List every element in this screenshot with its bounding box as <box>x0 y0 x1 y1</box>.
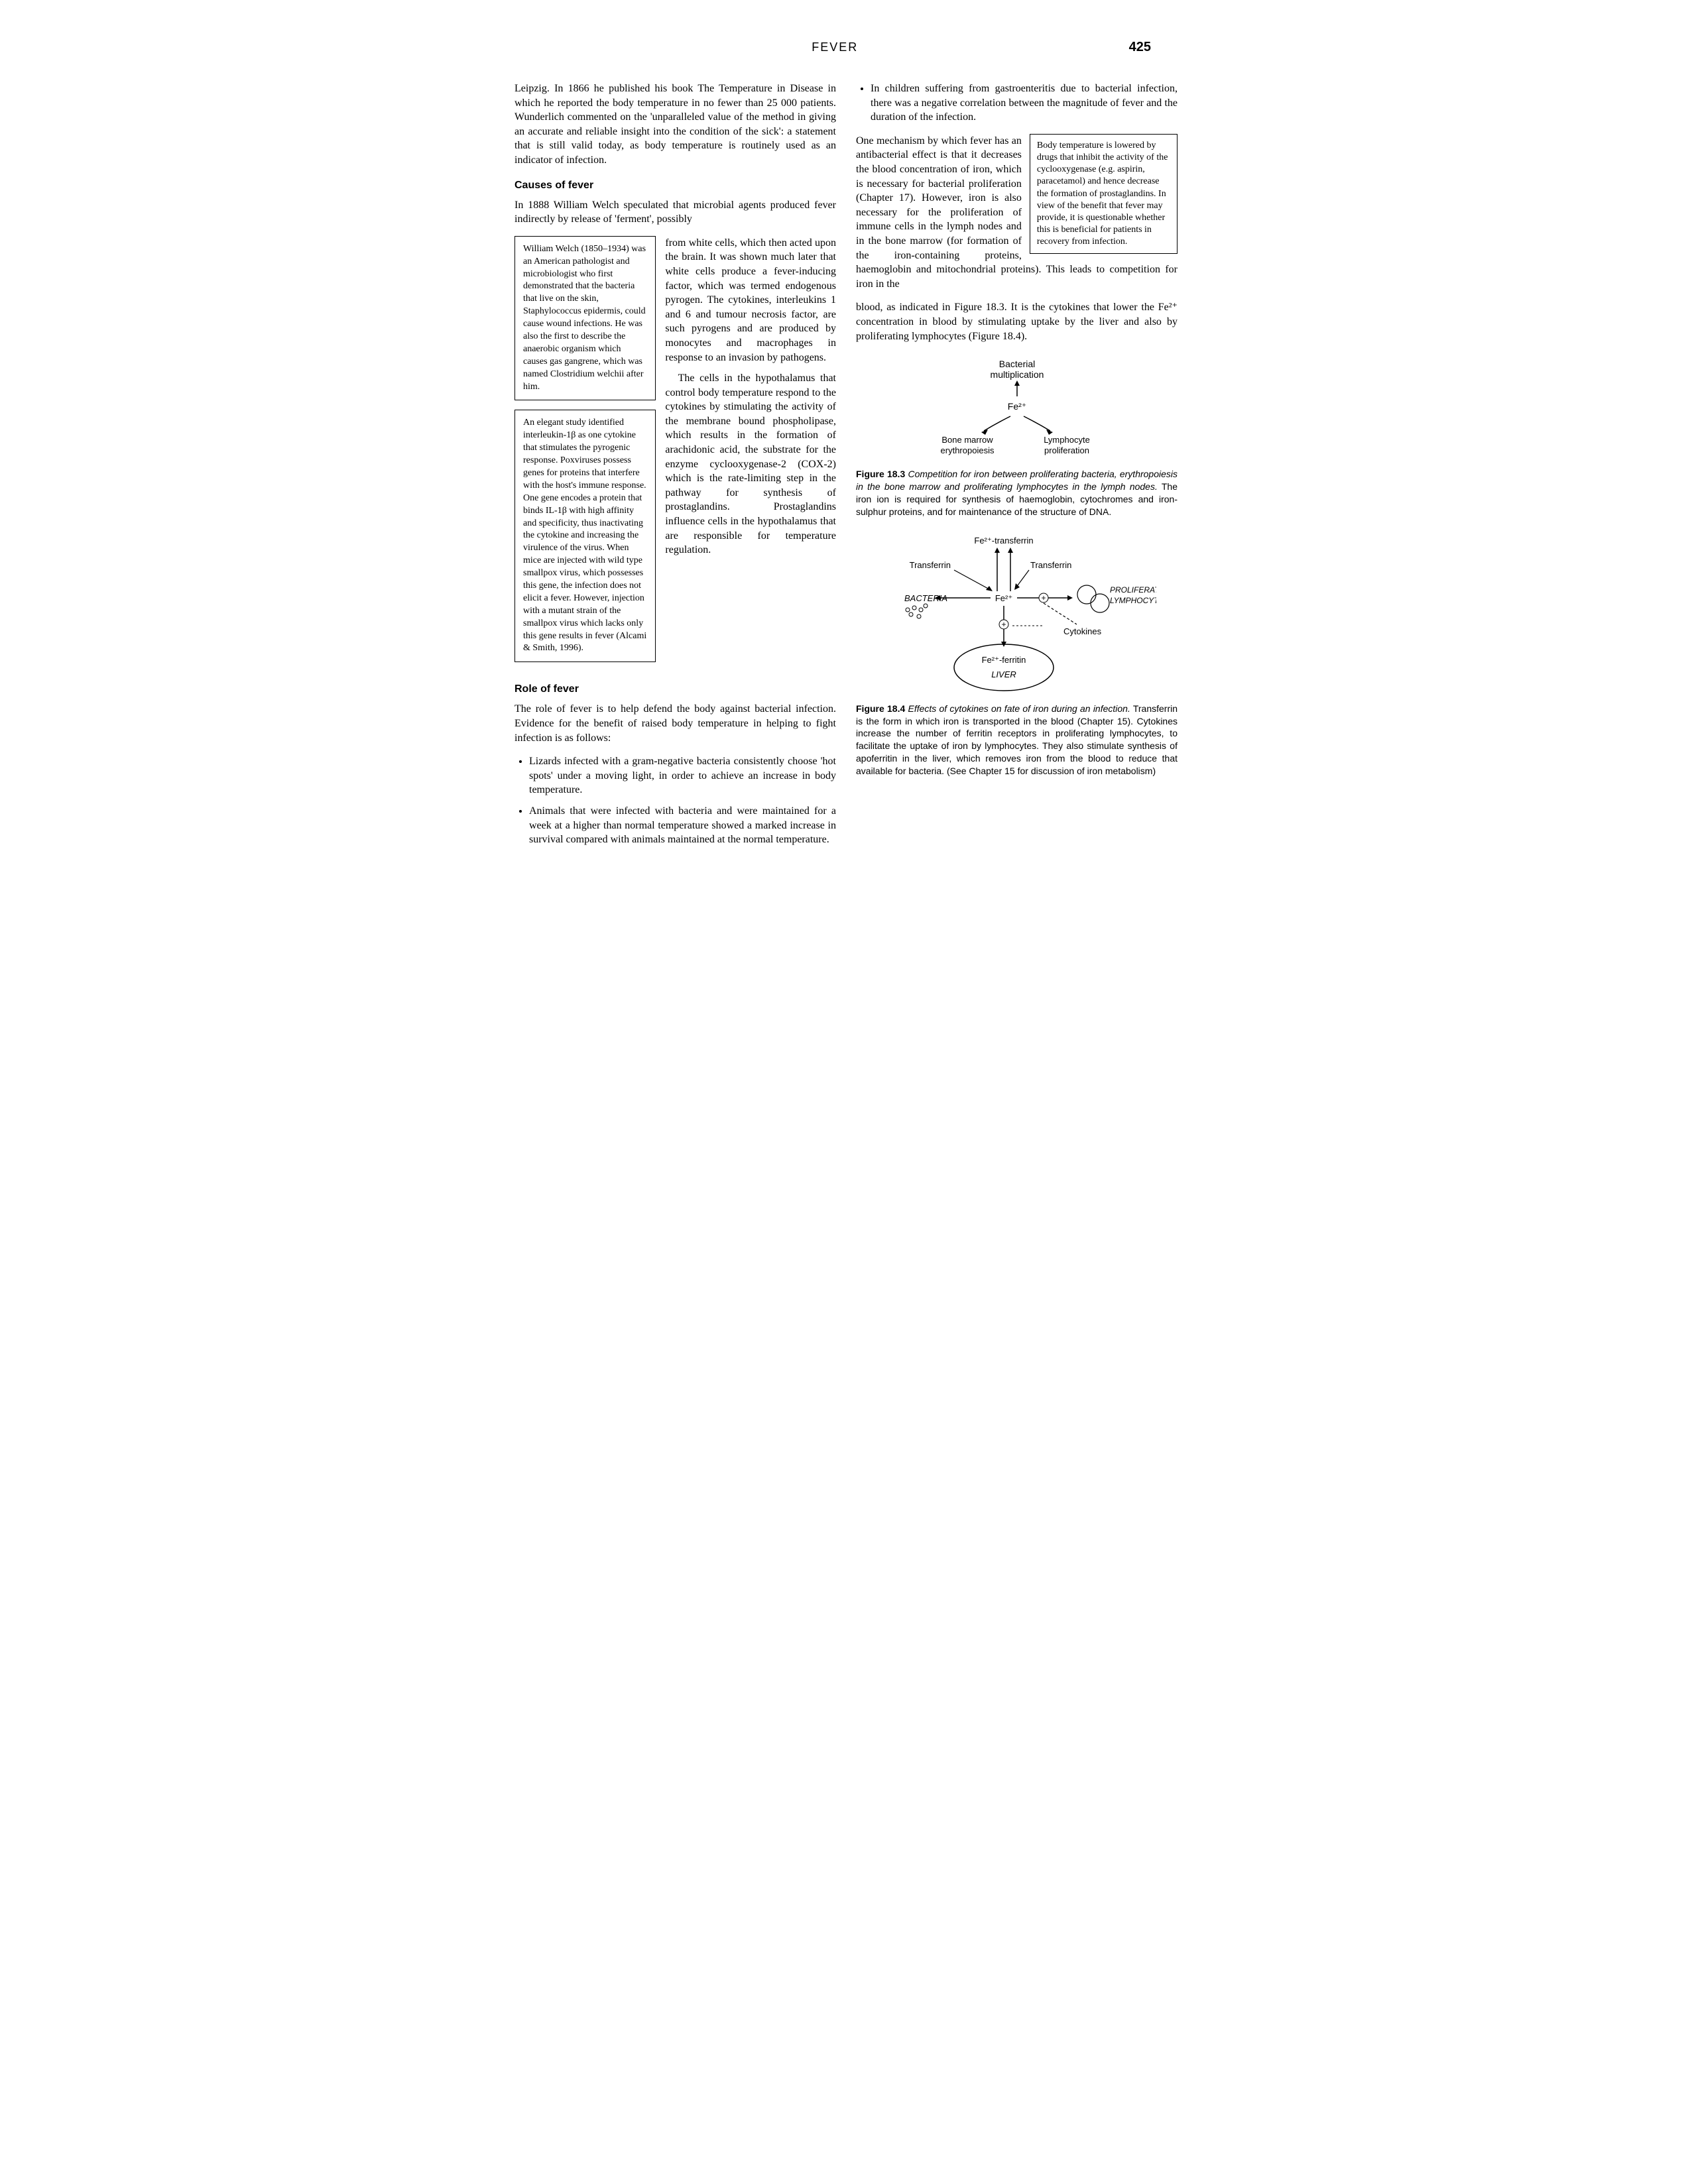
intro-paragraph: Leipzig. In 1866 he published his book T… <box>514 82 836 168</box>
fig184-cytokines: Cytokines <box>1063 626 1102 636</box>
fig183-label-fe: Fe²⁺ <box>1007 401 1026 412</box>
fig184-caption-rest: Transferrin is the form in which iron is… <box>856 703 1178 776</box>
evidence-item: Lizards infected with a gram-negative ba… <box>529 754 836 797</box>
role-intro: The role of fever is to help defend the … <box>514 702 836 745</box>
mechanism-block: Body temperature is lowered by drugs tha… <box>856 134 1178 292</box>
fig184-transferrin-l: Transferrin <box>909 560 950 570</box>
fig184-caption: Figure 18.4 Effects of cytokines on fate… <box>856 703 1178 777</box>
mechanism-tail: blood, as indicated in Figure 18.3. It i… <box>856 300 1178 343</box>
evidence-item: In children suffering from gastroenterit… <box>871 82 1178 125</box>
left-column: Leipzig. In 1866 he published his book T… <box>514 82 836 856</box>
fig183-label-top-2: multiplication <box>990 369 1044 380</box>
figure-18-3: Bacterial multiplication Fe²⁺ Bone marro… <box>856 357 1178 518</box>
causes-lead: In 1888 William Welch speculated that mi… <box>514 198 836 227</box>
fig183-caption-label: Figure 18.3 <box>856 469 905 479</box>
fig183-label-left-1: Bone marrow <box>941 435 993 445</box>
fig183-label-right-2: proliferation <box>1044 445 1089 455</box>
flow-para-1: from white cells, which then acted upon … <box>665 236 836 365</box>
fig184-fe-ferritin: Fe²⁺-ferritin <box>981 655 1026 665</box>
heading-causes: Causes of fever <box>514 180 836 192</box>
fig184-transferrin-r: Transferrin <box>1030 560 1071 570</box>
right-column: In children suffering from gastroenterit… <box>856 82 1178 856</box>
two-column-content: Leipzig. In 1866 he published his book T… <box>514 82 1178 856</box>
fig184-fe-transferrin: Fe²⁺-transferrin <box>974 536 1033 546</box>
figure-18-4-svg: Fe²⁺-transferrin Transferrin Transferrin <box>878 532 1156 697</box>
heading-role: Role of fever <box>514 683 836 695</box>
fig184-prolif-2: LYMPHOCYTES <box>1110 596 1156 605</box>
running-title: FEVER <box>541 40 1129 54</box>
fig184-fe: Fe²⁺ <box>995 593 1012 603</box>
evidence-list: Lizards infected with a gram-negative ba… <box>514 754 836 847</box>
fig184-caption-label: Figure 18.4 <box>856 703 905 714</box>
page: FEVER 425 Leipzig. In 1866 he published … <box>514 40 1178 856</box>
running-header: FEVER 425 <box>514 40 1178 55</box>
fig183-label-left-2: erythropoiesis <box>940 445 994 455</box>
flow-para-2: The cells in the hypothalamus that contr… <box>665 371 836 557</box>
inline-box-drugs: Body temperature is lowered by drugs tha… <box>1030 134 1178 255</box>
sidebar-flow-layout: William Welch (1850–1934) was an America… <box>514 236 836 672</box>
fig183-label-right-1: Lymphocyte <box>1044 435 1090 445</box>
evidence-item: Animals that were infected with bacteria… <box>529 804 836 847</box>
flow-text: from white cells, which then acted upon … <box>665 236 836 672</box>
sidebar-boxes: William Welch (1850–1934) was an America… <box>514 236 656 672</box>
figure-18-4: Fe²⁺-transferrin Transferrin Transferrin <box>856 532 1178 777</box>
svg-text:+: + <box>1041 593 1046 603</box>
fig184-liver: LIVER <box>991 669 1016 679</box>
sidebar-box-il1b: An elegant study identified interleukin-… <box>514 410 656 662</box>
page-number: 425 <box>1129 40 1151 55</box>
fig183-label-top-1: Bacterial <box>998 359 1034 369</box>
svg-text:+: + <box>1001 620 1006 629</box>
fig184-prolif-1: PROLIFERATING <box>1110 585 1156 595</box>
evidence-list-continued: In children suffering from gastroenterit… <box>856 82 1178 125</box>
sidebar-box-welch: William Welch (1850–1934) was an America… <box>514 236 656 401</box>
figure-18-3-svg: Bacterial multiplication Fe²⁺ Bone marro… <box>911 357 1123 463</box>
fig184-caption-italic: Effects of cytokines on fate of iron dur… <box>908 703 1130 714</box>
fig183-caption: Figure 18.3 Competition for iron between… <box>856 468 1178 518</box>
bacteria-icon <box>906 604 928 618</box>
